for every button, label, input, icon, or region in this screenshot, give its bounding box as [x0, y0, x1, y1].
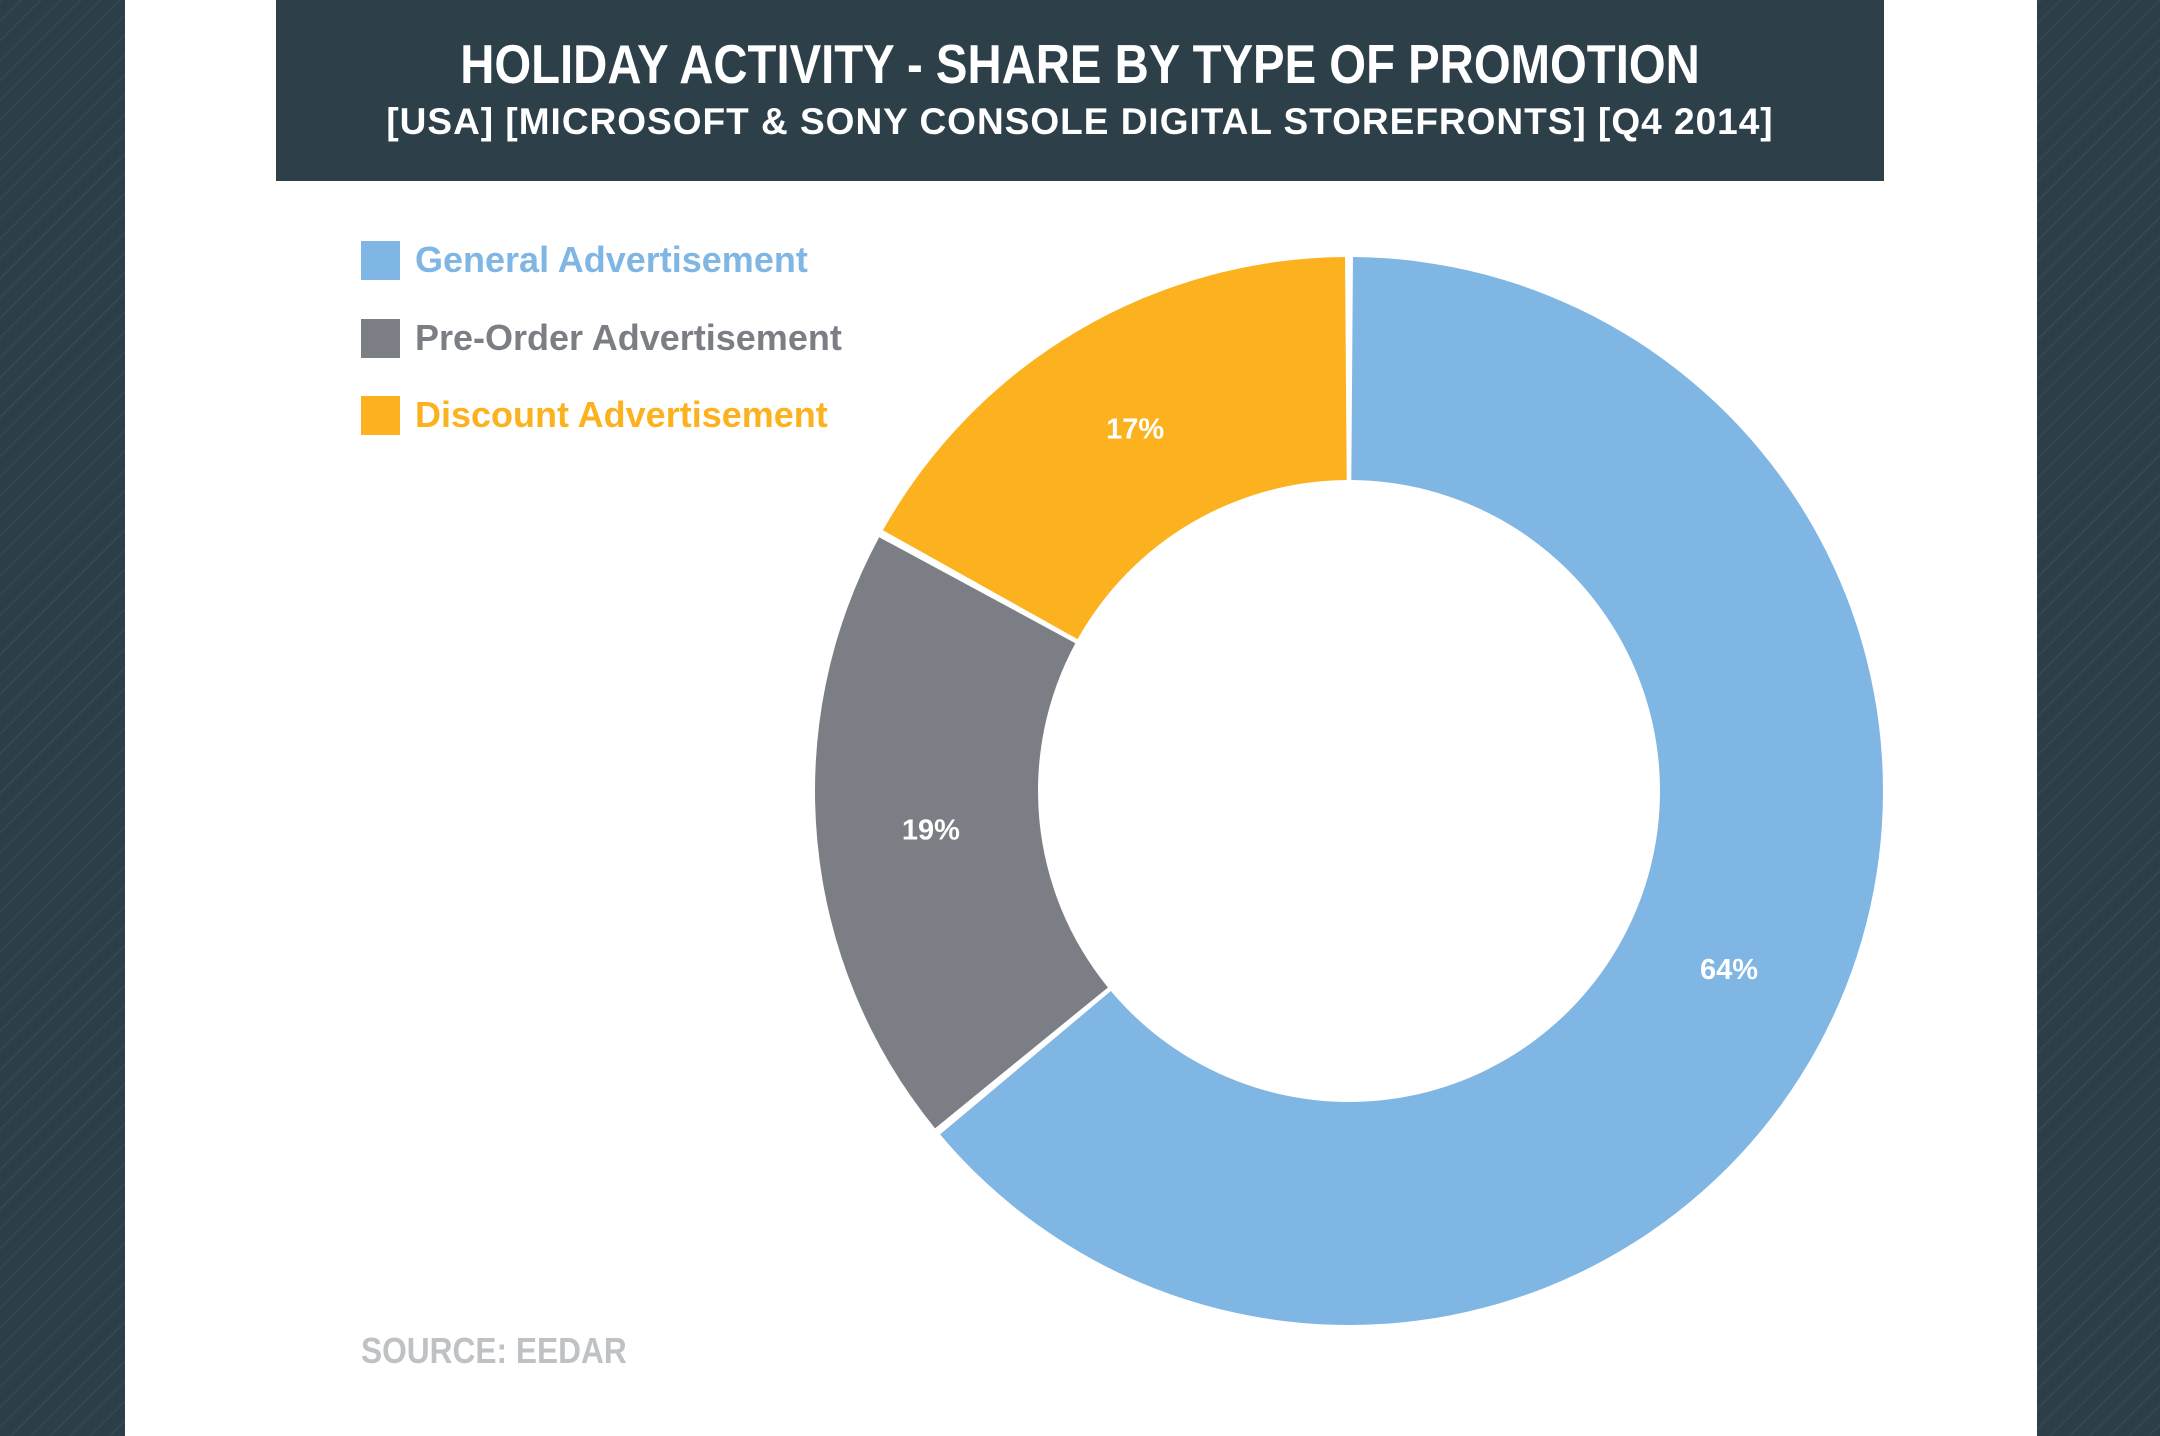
donut-slice-general [940, 257, 1884, 1326]
slice-value-label-general: 64% [1700, 954, 1758, 986]
donut-slice-discount [882, 257, 1347, 640]
legend-label-general: General Advertisement [415, 239, 808, 280]
legend-swatch-pre-order [361, 319, 400, 358]
legend-label-pre-order: Pre-Order Advertisement [415, 317, 842, 358]
title-bar: HOLIDAY ACTIVITY - SHARE BY TYPE OF PROM… [276, 0, 1884, 181]
legend-label-discount: Discount Advertisement [415, 394, 828, 435]
legend-swatch-general [361, 241, 400, 280]
source-note: SOURCE: EEDAR [361, 1330, 627, 1371]
chart-title: HOLIDAY ACTIVITY - SHARE BY TYPE OF PROM… [460, 33, 1700, 95]
donut-slice-pre-order [815, 537, 1108, 1129]
slice-value-label-discount: 17% [1106, 413, 1164, 445]
legend-swatch-discount [361, 396, 400, 435]
chart-subtitle: [USA] [MICROSOFT & SONY CONSOLE DIGITAL … [386, 101, 1774, 142]
slice-value-label-pre-order: 19% [902, 815, 960, 847]
